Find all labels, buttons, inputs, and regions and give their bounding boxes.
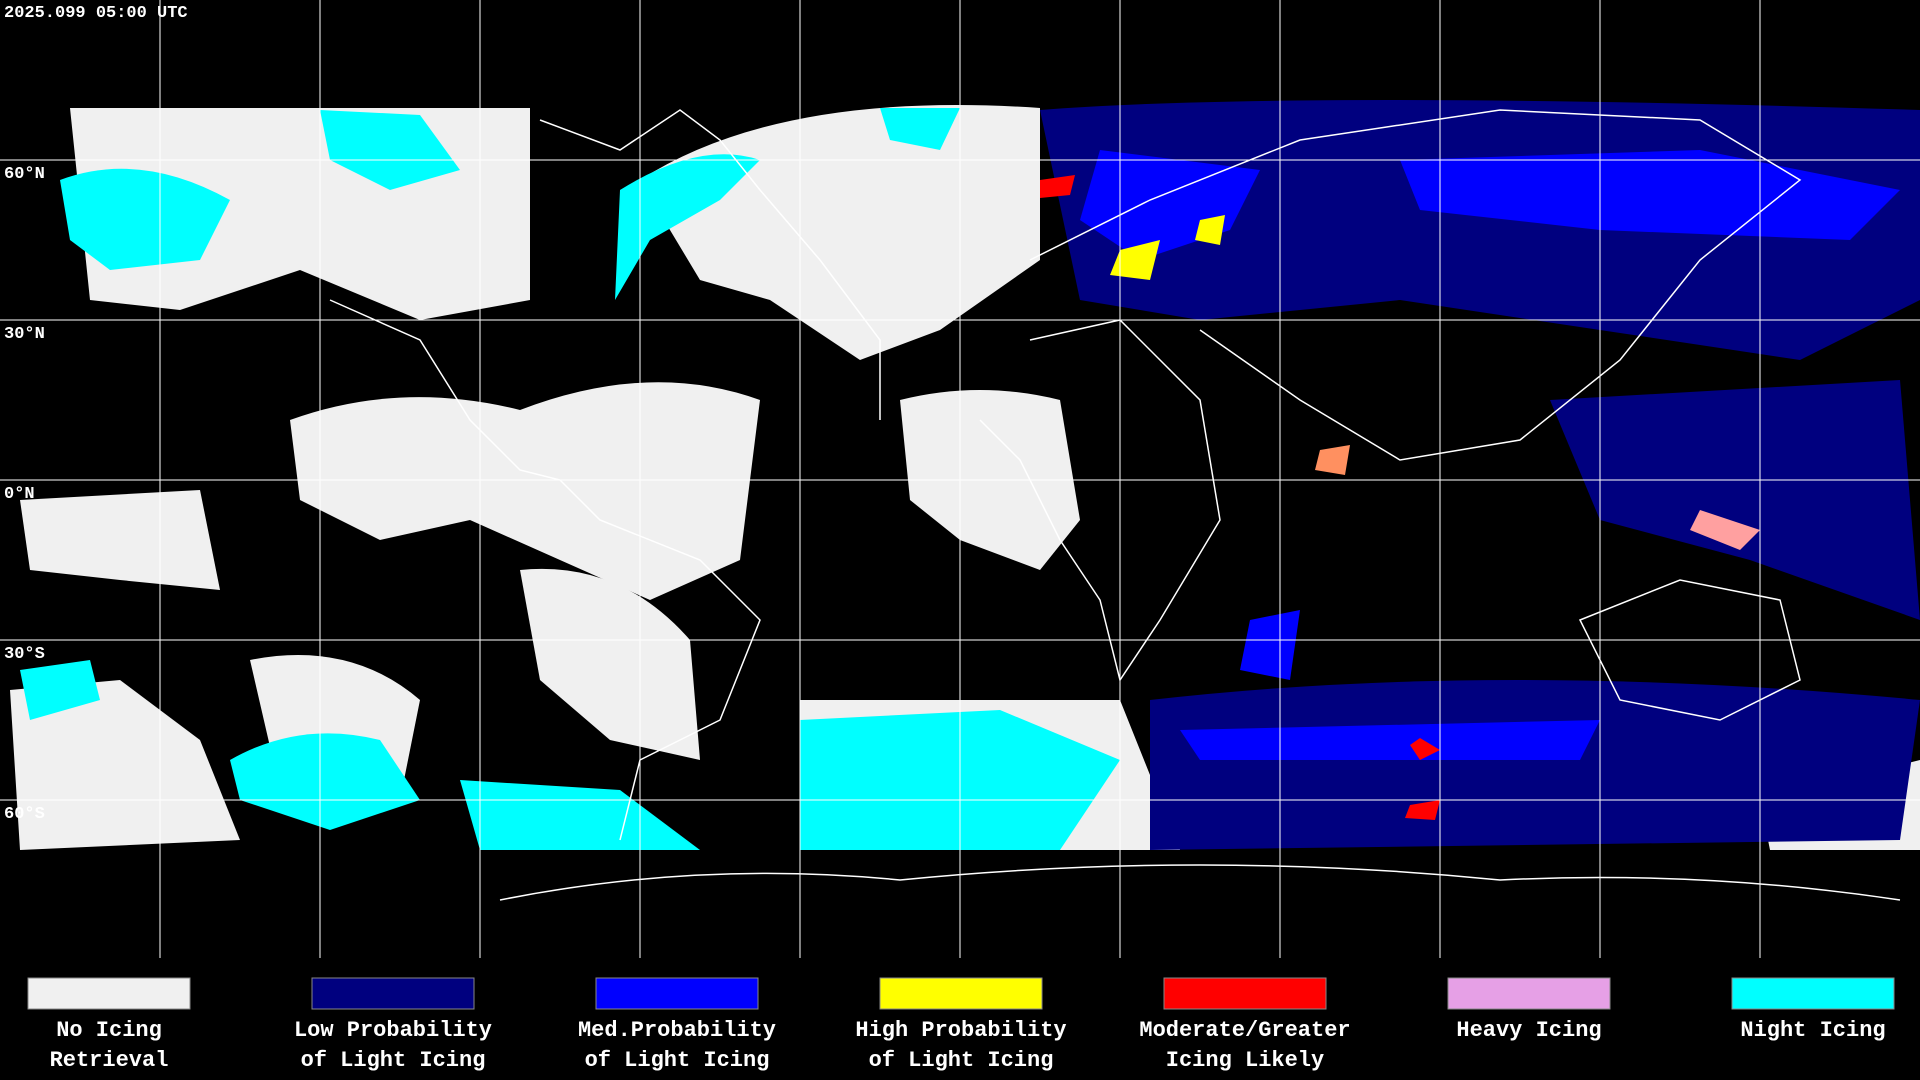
cloud-region xyxy=(20,660,100,720)
cloud-region xyxy=(1195,215,1225,245)
cloud-region xyxy=(615,154,760,300)
legend-swatch xyxy=(1731,977,1895,1010)
latitude-label: 0°N xyxy=(4,485,35,504)
cloud-region xyxy=(1240,610,1300,680)
cloud-region xyxy=(1410,738,1440,760)
legend-label: Heavy Icing xyxy=(1456,1018,1601,1043)
icing-probability-regions xyxy=(1040,100,1920,850)
cloud-region xyxy=(290,382,760,600)
legend-swatch xyxy=(879,977,1043,1010)
cloud-region xyxy=(1150,680,1920,850)
coastline xyxy=(329,299,761,841)
legend-label: High Probability xyxy=(855,1018,1066,1043)
cloud-region xyxy=(1690,510,1760,550)
latitude-label: 60°N xyxy=(4,165,45,184)
coastlines xyxy=(329,109,1901,901)
cloud-region xyxy=(1040,175,1075,198)
legend: No Icing Retrieval Low Probability of Light… xyxy=(27,977,1895,1073)
cloud-region xyxy=(1550,380,1920,620)
coastline xyxy=(1029,109,1802,461)
cloud-region xyxy=(10,680,240,850)
cloud-region xyxy=(60,168,230,270)
legend-label: of Light Icing xyxy=(869,1048,1054,1073)
legend-label: Low Probability xyxy=(294,1018,492,1043)
legend-label: Night Icing xyxy=(1740,1018,1885,1043)
latitude-label: 30°S xyxy=(4,645,45,664)
legend-swatch xyxy=(27,977,191,1010)
cloud-region xyxy=(1315,445,1350,475)
map xyxy=(0,0,1920,958)
cloud-region xyxy=(320,110,460,190)
cloud-region xyxy=(230,733,420,830)
cloud-region xyxy=(20,490,220,590)
cloud-region xyxy=(1180,720,1600,760)
coastline xyxy=(499,864,1901,901)
graticule xyxy=(0,0,1920,958)
night-icing-regions xyxy=(20,108,1120,850)
cloud-region xyxy=(1400,150,1900,240)
coastline xyxy=(979,319,1221,682)
legend-swatch xyxy=(595,977,759,1010)
legend-swatch xyxy=(1163,977,1327,1010)
coastline xyxy=(539,109,881,420)
legend-label: No Icing xyxy=(56,1018,162,1043)
cloud-region xyxy=(520,568,700,760)
legend-label: Icing Likely xyxy=(1166,1048,1324,1073)
legend-label: of Light Icing xyxy=(301,1048,486,1073)
legend-swatch xyxy=(311,977,475,1010)
latitude-label: 60°S xyxy=(4,805,45,824)
timestamp: 2025.099 05:00 UTC xyxy=(4,4,188,23)
legend-label: Moderate/Greater xyxy=(1139,1018,1350,1043)
legend-label: of Light Icing xyxy=(585,1048,770,1073)
cloud-region xyxy=(880,108,960,150)
latitude-labels: 60°N 30°N 0°N 30°S 60°S xyxy=(4,165,45,824)
coastline xyxy=(1578,579,1801,721)
latitude-label: 30°N xyxy=(4,325,45,344)
cloud-region xyxy=(1110,240,1160,280)
legend-swatch xyxy=(1447,977,1611,1010)
legend-label: Retrieval xyxy=(50,1048,169,1073)
legend-label: Med.Probability xyxy=(578,1018,776,1043)
cloud-region xyxy=(1405,800,1440,820)
